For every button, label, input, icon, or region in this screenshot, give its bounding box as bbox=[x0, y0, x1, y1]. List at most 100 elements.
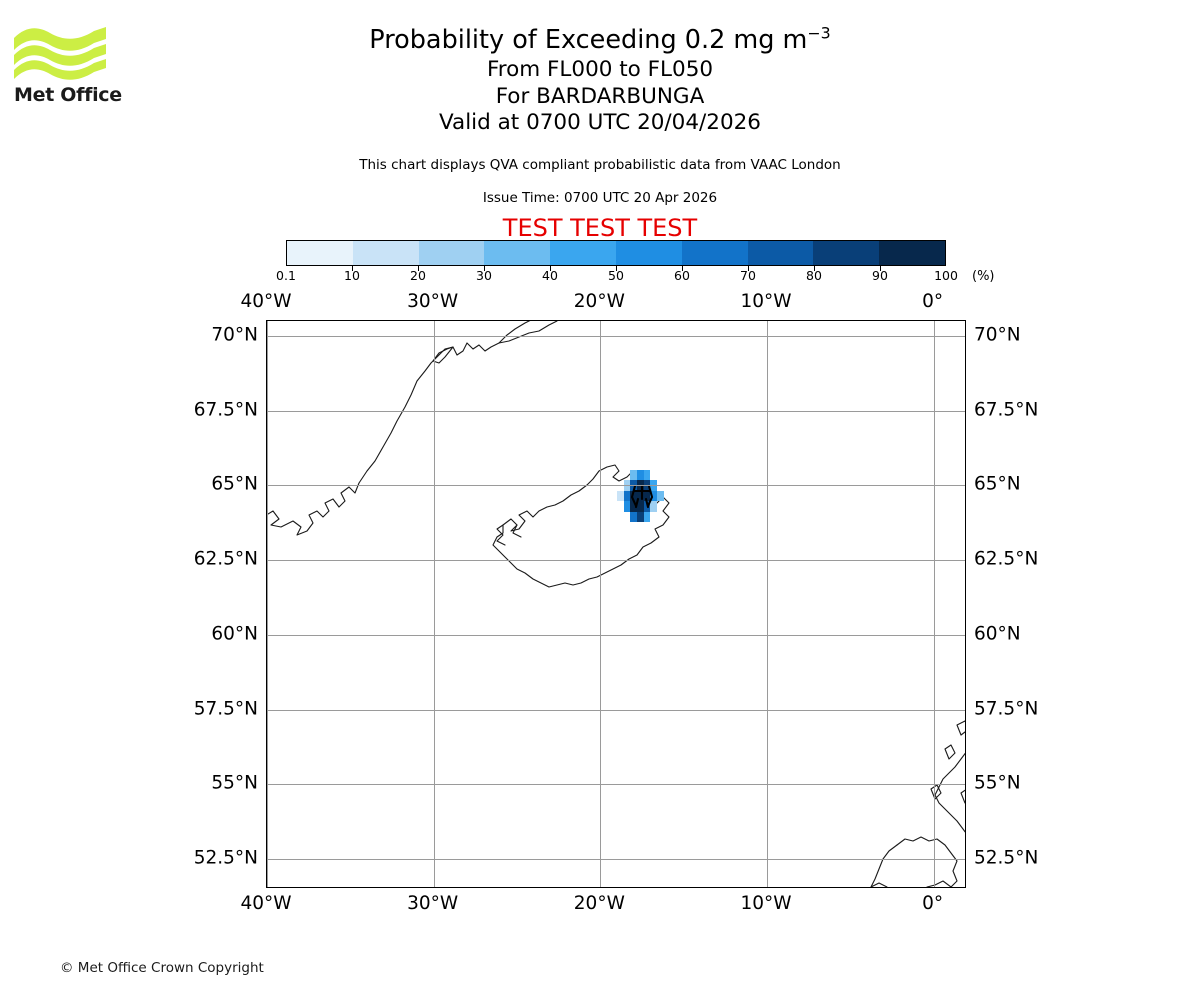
gridline-latitude bbox=[267, 784, 965, 786]
title-text: Probability of Exceeding 0.2 mg m bbox=[369, 25, 808, 55]
colourbar-band-2 bbox=[418, 241, 485, 265]
ash-probability-cell bbox=[650, 501, 657, 512]
latitude-tick-label: 62.5°N bbox=[193, 548, 258, 570]
colourbar-tick bbox=[352, 266, 353, 271]
ash-probability-cell bbox=[630, 511, 637, 523]
colourbar-tick-label: 30 bbox=[476, 268, 492, 283]
ash-probability-cell bbox=[617, 490, 624, 502]
colourbar-ticks bbox=[286, 266, 946, 276]
ash-probability-cell bbox=[623, 501, 631, 512]
ash-probability-cell bbox=[637, 501, 644, 512]
ash-probability-layer bbox=[267, 321, 965, 887]
gridline-longitude bbox=[767, 321, 768, 887]
ash-probability-cell bbox=[637, 490, 644, 502]
latitude-tick-label: 57.5°N bbox=[193, 698, 258, 720]
colourbar-band-8 bbox=[813, 241, 880, 265]
ash-probability-cell bbox=[643, 511, 651, 523]
colourbar-band-6 bbox=[681, 241, 748, 265]
met-office-logo: Met Office bbox=[12, 22, 132, 106]
volcano-source-marker bbox=[630, 485, 653, 509]
colourbar-tick-label: 80 bbox=[806, 268, 822, 283]
colourbar-band-4 bbox=[550, 241, 616, 265]
gridline-latitude bbox=[267, 410, 965, 412]
latitude-tick-label: 60°N bbox=[974, 623, 1021, 645]
latitude-tick-label: 70°N bbox=[974, 324, 1021, 346]
latitude-tick-label: 65°N bbox=[974, 473, 1021, 495]
colourbar-band-9 bbox=[879, 241, 945, 265]
latitude-tick-label: 67.5°N bbox=[193, 399, 258, 421]
colourbar-tick bbox=[682, 266, 683, 271]
gridline-latitude bbox=[267, 485, 965, 487]
longitude-axis-top: 40°W 30°W 20°W 10°W 0° bbox=[240, 291, 966, 315]
met-office-wordmark: Met Office bbox=[14, 84, 122, 106]
longitude-tick-label: 40°W bbox=[240, 893, 292, 914]
flight-level-subtitle: From FL000 to FL050 bbox=[486, 57, 714, 82]
valid-time-subtitle: Valid at 0700 UTC 20/04/2026 bbox=[438, 110, 761, 135]
longitude-tick-label: 20°W bbox=[573, 291, 625, 312]
longitude-tick-label: 0° bbox=[922, 893, 944, 914]
colourbar-band-0 bbox=[287, 241, 353, 265]
colourbar-tick bbox=[814, 266, 815, 271]
latitude-tick-label: 60°N bbox=[211, 623, 258, 645]
colourbar-tick-label: 100 bbox=[934, 268, 958, 283]
colourbar-tick-label: 90 bbox=[872, 268, 888, 283]
colourbar-tick-label: 0.1 bbox=[276, 268, 296, 283]
latitude-tick-label: 70°N bbox=[211, 324, 258, 346]
volcano-subtitle: For BARDARBUNGA bbox=[495, 83, 705, 109]
colourbar-tick-label: 70 bbox=[740, 268, 756, 283]
longitude-tick-label: 10°W bbox=[740, 893, 792, 914]
colourbar-band-5 bbox=[615, 241, 682, 265]
ash-probability-cell bbox=[643, 469, 651, 481]
longitude-axis-bottom: 40°W 30°W 20°W 10°W 0° bbox=[240, 893, 966, 917]
ash-probability-cell bbox=[630, 469, 637, 481]
latitude-tick-label: 65°N bbox=[211, 473, 258, 495]
gridline-latitude bbox=[267, 335, 965, 337]
colourbar-band-1 bbox=[352, 241, 419, 265]
colourbar-band-7 bbox=[747, 241, 814, 265]
copyright-notice: © Met Office Crown Copyright bbox=[60, 960, 264, 976]
latitude-tick-label: 57.5°N bbox=[974, 698, 1039, 720]
met-office-wave-icon bbox=[14, 27, 106, 80]
colourbar-tick-label: 60 bbox=[674, 268, 690, 283]
colourbar-tick bbox=[484, 266, 485, 271]
longitude-tick-label: 10°W bbox=[740, 291, 792, 312]
colourbar-tick bbox=[550, 266, 551, 271]
gridline-latitude bbox=[267, 634, 965, 636]
ash-probability-cell bbox=[650, 490, 657, 502]
longitude-tick-label: 20°W bbox=[573, 893, 625, 914]
issue-time-text: Issue Time: 0700 UTC 20 Apr 2026 bbox=[482, 190, 718, 206]
colourbar-tick bbox=[748, 266, 749, 271]
colourbar-tick-label: 20 bbox=[410, 268, 426, 283]
map-plot-area bbox=[266, 320, 966, 888]
gridline-longitude bbox=[933, 321, 935, 887]
ash-probability-cell bbox=[643, 490, 651, 502]
ash-probability-cell bbox=[657, 490, 664, 502]
colourbar-tick-label: 40 bbox=[542, 268, 558, 283]
colourbar-tick-label: 10 bbox=[344, 268, 360, 283]
latitude-tick-label: 62.5°N bbox=[974, 548, 1039, 570]
gridline-longitude bbox=[600, 321, 602, 887]
latitude-tick-label: 67.5°N bbox=[974, 399, 1039, 421]
colourbar-tick-label: 50 bbox=[608, 268, 624, 283]
gridline-latitude bbox=[267, 859, 965, 861]
page-title: Probability of Exceeding 0.2 mg m−3 bbox=[0, 24, 1200, 57]
latitude-tick-label: 55°N bbox=[974, 772, 1021, 794]
longitude-tick-label: 30°W bbox=[407, 291, 459, 312]
test-banner: TEST TEST TEST bbox=[502, 214, 698, 242]
longitude-tick-label: 0° bbox=[922, 291, 944, 312]
latitude-tick-label: 52.5°N bbox=[193, 847, 258, 869]
chart-title-block: Probability of Exceeding 0.2 mg m−3 From… bbox=[0, 24, 1200, 137]
colourbar-tick bbox=[616, 266, 617, 271]
ash-probability-cell bbox=[630, 490, 637, 502]
colourbar-gradient bbox=[286, 240, 946, 266]
colourbar-tick bbox=[880, 266, 881, 271]
colourbar-tick bbox=[418, 266, 419, 271]
title-exponent: −3 bbox=[807, 23, 831, 43]
colourbar-tick-labels: 0.1 10 20 30 40 50 60 70 80 90 100 bbox=[0, 268, 1200, 286]
ash-probability-cell bbox=[623, 490, 631, 502]
gridline-longitude bbox=[267, 321, 268, 887]
ash-probability-cell bbox=[637, 469, 644, 481]
latitude-tick-label: 52.5°N bbox=[974, 847, 1039, 869]
disclaimer-text: This chart displays QVA compliant probab… bbox=[359, 157, 841, 173]
gridline-longitude bbox=[433, 321, 435, 887]
